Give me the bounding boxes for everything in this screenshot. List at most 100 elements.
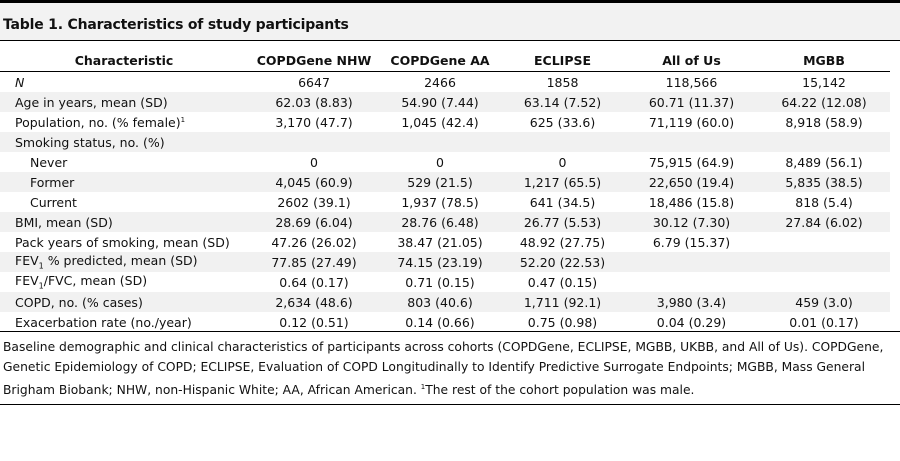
- cell-eclipse: 641 (34.5): [529, 194, 596, 210]
- cell-mgbb: 5,835 (38.5): [758, 172, 890, 192]
- row-label: FEV1 % predicted, mean (SD): [0, 252, 248, 272]
- cell-mgbb: [758, 272, 890, 292]
- footnote-marker: 1: [180, 115, 186, 124]
- cell-mgbb: 0.01 (0.17): [789, 314, 859, 330]
- cell-all-of-us: 30.12 (7.30): [625, 212, 758, 232]
- row-label: COPD, no. (% cases): [0, 292, 248, 312]
- cell-copdgene-nhw: 0.64 (0.17): [279, 274, 349, 290]
- cell-copdgene-aa: 1,937 (78.5): [401, 194, 479, 210]
- row-label-prefix: FEV: [15, 253, 39, 269]
- cell-copdgene-aa: 2466: [424, 74, 456, 90]
- table-row: COPD, no. (% cases) 2,634 (48.6) 803 (40…: [0, 292, 890, 312]
- cell-eclipse: 0.75 (0.98): [527, 314, 598, 330]
- cell-eclipse: 0.47 (0.15): [527, 274, 598, 290]
- table-row: Current 2602 (39.1) 1,937 (78.5) 641 (34…: [0, 192, 890, 212]
- cell-eclipse: 1,711 (92.1): [500, 292, 625, 312]
- cell-copdgene-aa: 529 (21.5): [380, 172, 500, 192]
- row-label: BMI, mean (SD): [0, 212, 248, 232]
- cell-mgbb: 15,142: [802, 74, 846, 90]
- cell-copdgene-nhw: 0: [310, 154, 318, 170]
- row-label-text: Population, no. (% female): [15, 114, 181, 130]
- cell-copdgene-aa: 28.76 (6.48): [380, 212, 500, 232]
- cell-mgbb: 8,918 (58.9): [785, 114, 863, 130]
- footnote-note: The rest of the cohort population was ma…: [425, 383, 695, 398]
- cell-mgbb: 64.22 (12.08): [758, 92, 890, 112]
- cell-all-of-us: 118,566: [665, 74, 718, 90]
- title-divider: [0, 40, 900, 41]
- footnote-text: Baseline demographic and clinical charac…: [3, 340, 884, 398]
- table-row: BMI, mean (SD) 28.69 (6.04) 28.76 (6.48)…: [0, 212, 890, 232]
- row-label-subscript: 1: [38, 281, 44, 291]
- cell-copdgene-nhw: 0.12 (0.51): [279, 314, 349, 330]
- row-label: Current: [30, 194, 77, 210]
- cell-copdgene-nhw: 3,170 (47.7): [275, 114, 353, 130]
- cell-copdgene-aa: 54.90 (7.44): [380, 92, 500, 112]
- header-copdgene-nhw: COPDGene NHW: [248, 49, 380, 72]
- cell-all-of-us: 0.04 (0.29): [656, 314, 727, 330]
- header-characteristic: Characteristic: [0, 49, 248, 72]
- cell-mgbb: [758, 132, 890, 152]
- row-label: Age in years, mean (SD): [0, 92, 248, 112]
- bottom-rule: [0, 404, 900, 405]
- table-bottom-rule: [0, 331, 900, 332]
- table-row: FEV1 % predicted, mean (SD) 77.85 (27.49…: [0, 252, 890, 272]
- cell-eclipse: 52.20 (22.53): [500, 252, 625, 272]
- cell-all-of-us: [625, 132, 758, 152]
- cell-eclipse: 1,217 (65.5): [500, 172, 625, 192]
- table-footnote: Baseline demographic and clinical charac…: [3, 337, 893, 400]
- header-row: Characteristic COPDGene NHW COPDGene AA …: [0, 49, 890, 72]
- header-eclipse: ECLIPSE: [500, 49, 625, 72]
- row-label: Former: [0, 172, 248, 192]
- cell-all-of-us: [625, 272, 758, 292]
- cell-mgbb: 8,489 (56.1): [785, 154, 863, 170]
- cell-copdgene-nhw: 2602 (39.1): [277, 194, 351, 210]
- header-all-of-us: All of Us: [625, 49, 758, 72]
- table-title: Table 1. Characteristics of study partic…: [0, 3, 900, 41]
- cell-all-of-us: 6.79 (15.37): [652, 234, 731, 250]
- row-label: Population, no. (% female)1: [0, 112, 248, 132]
- cell-eclipse: 0: [558, 154, 567, 170]
- table-row: Pack years of smoking, mean (SD) 47.26 (…: [0, 232, 890, 252]
- row-label: N: [15, 74, 25, 90]
- cell-mgbb: [758, 232, 890, 252]
- row-label: Never: [30, 154, 68, 170]
- header-mgbb: MGBB: [758, 49, 890, 72]
- table-row: Never 0 0 0 75,915 (64.9) 8,489 (56.1): [0, 152, 890, 172]
- footnote-marker: 1: [420, 383, 426, 391]
- table-row: Population, no. (% female)1 3,170 (47.7)…: [0, 112, 890, 132]
- table-row: Smoking status, no. (%): [0, 132, 890, 152]
- cell-all-of-us: 18,486 (15.8): [648, 194, 735, 210]
- row-label: FEV1/FVC, mean (SD): [0, 272, 248, 292]
- cell-all-of-us: 71,119 (60.0): [648, 114, 735, 130]
- cell-mgbb: 818 (5.4): [795, 194, 853, 210]
- cell-all-of-us: [625, 252, 758, 272]
- top-rule: [0, 0, 900, 3]
- cell-all-of-us: 75,915 (64.9): [648, 154, 735, 170]
- cell-copdgene-aa: 0.71 (0.15): [405, 274, 475, 290]
- cell-eclipse: 63.14 (7.52): [500, 92, 625, 112]
- cell-all-of-us: 3,980 (3.4): [625, 292, 758, 312]
- cell-copdgene-nhw: 62.03 (8.83): [248, 92, 380, 112]
- cell-copdgene-nhw: 47.26 (26.02): [271, 234, 357, 250]
- cell-copdgene-nhw: 28.69 (6.04): [248, 212, 380, 232]
- cell-copdgene-nhw: 77.85 (27.49): [248, 252, 380, 272]
- cell-copdgene-aa: 0.14 (0.66): [405, 314, 475, 330]
- table-row: N 6647 2466 1858 118,566 15,142: [0, 72, 890, 93]
- cell-mgbb: [758, 252, 890, 272]
- cell-eclipse: 48.92 (27.75): [519, 234, 606, 250]
- cell-copdgene-aa: 38.47 (21.05): [397, 234, 483, 250]
- cell-mgbb: 27.84 (6.02): [758, 212, 890, 232]
- cell-mgbb: 459 (3.0): [758, 292, 890, 312]
- header-copdgene-aa: COPDGene AA: [380, 49, 500, 72]
- cell-all-of-us: 60.71 (11.37): [625, 92, 758, 112]
- row-label-suffix: % predicted, mean (SD): [43, 253, 198, 269]
- cell-eclipse: 1858: [546, 74, 579, 90]
- cell-copdgene-aa: [380, 132, 500, 152]
- row-label-prefix: FEV: [15, 273, 39, 289]
- cell-eclipse: 625 (33.6): [529, 114, 596, 130]
- table-row: FEV1/FVC, mean (SD) 0.64 (0.17) 0.71 (0.…: [0, 272, 890, 292]
- table-row: Exacerbation rate (no./year) 0.12 (0.51)…: [0, 312, 890, 332]
- cell-eclipse: [500, 132, 625, 152]
- table-row: Former 4,045 (60.9) 529 (21.5) 1,217 (65…: [0, 172, 890, 192]
- cell-all-of-us: 22,650 (19.4): [625, 172, 758, 192]
